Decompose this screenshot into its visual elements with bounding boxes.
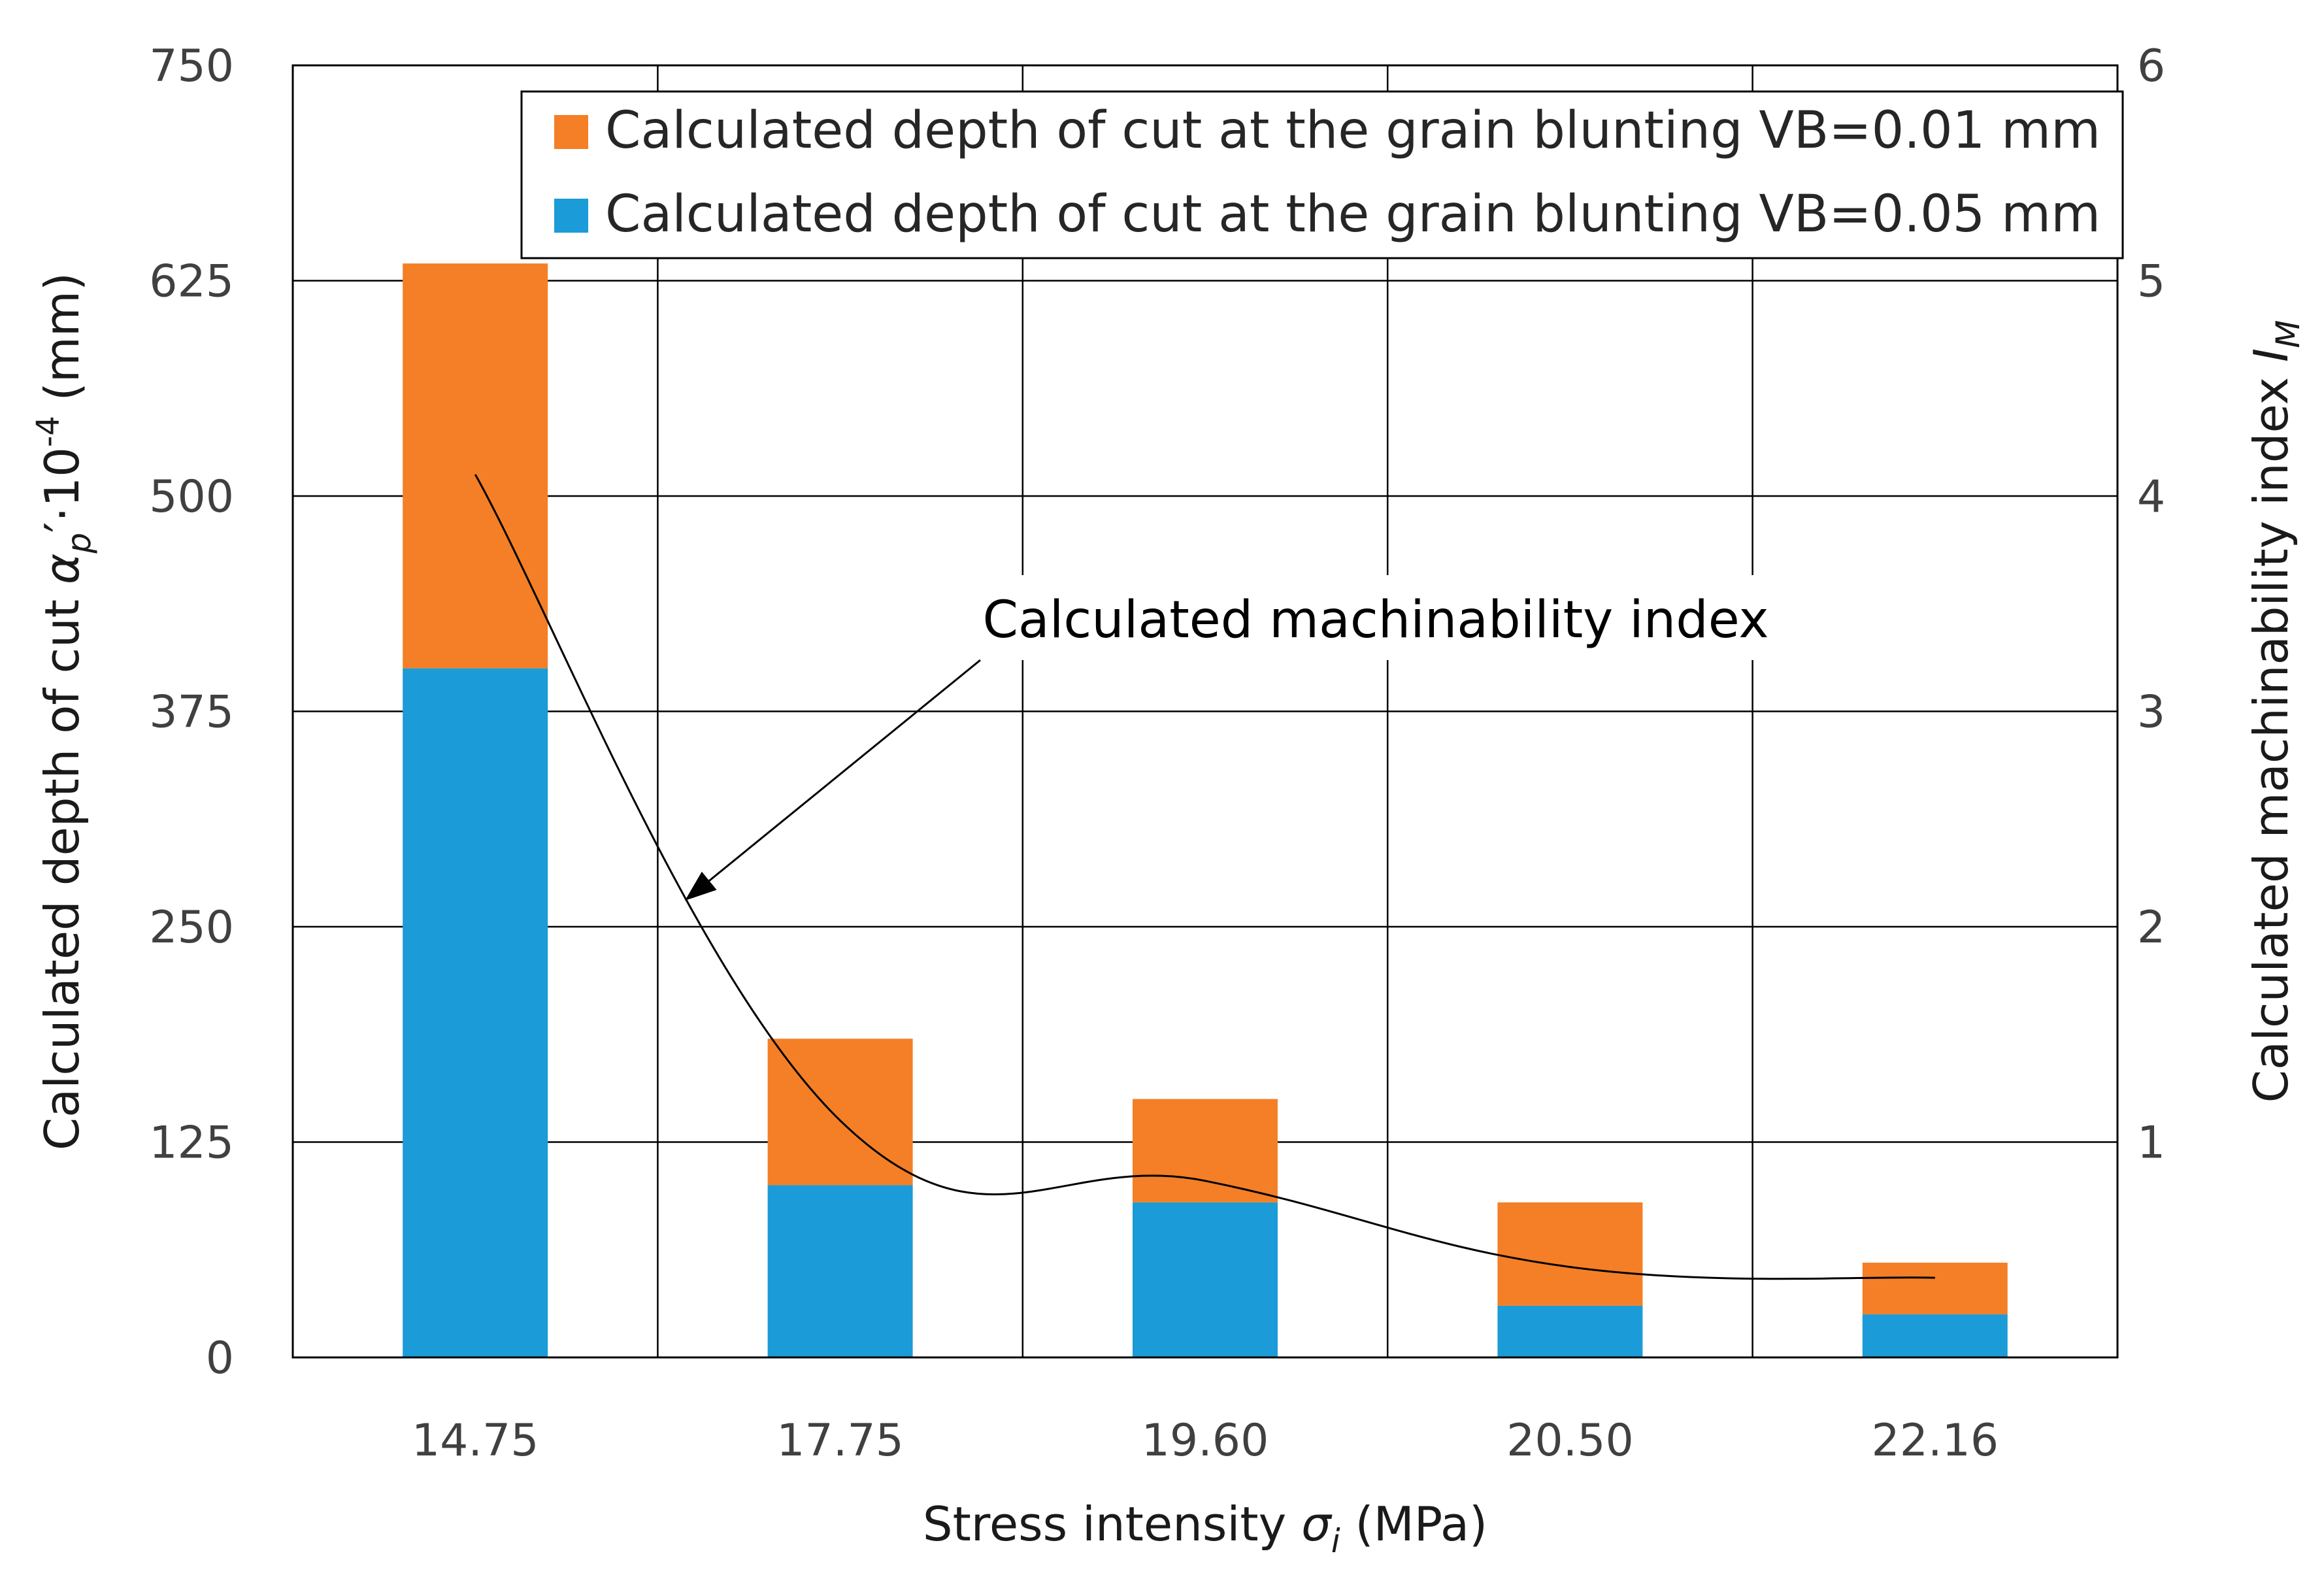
y2-tick-label-4: 5	[2137, 256, 2165, 308]
annotation-arrowhead	[685, 871, 717, 901]
y2-tick-label-1: 2	[2137, 902, 2165, 954]
y2-tick-label-0: 1	[2137, 1118, 2165, 1169]
plot-frame	[291, 64, 2119, 1359]
legend: Calculated depth of cut at the grain blu…	[520, 90, 2124, 259]
y-tick-label-3: 375	[149, 687, 234, 739]
y-tick-label-1: 125	[149, 1118, 234, 1169]
bar-vb005-0	[403, 668, 548, 1357]
x-axis-title: Stress intensity σi (MPa)	[923, 1497, 1487, 1560]
y-tick-label-6: 750	[149, 41, 234, 92]
bar-vb001-2	[1133, 1099, 1278, 1203]
bars	[403, 263, 2008, 1357]
y-axis-left: 0 125 250 375 500 625 750	[149, 41, 234, 1384]
bar-vb005-1	[767, 1185, 913, 1357]
bar-vb001-4	[1862, 1263, 2008, 1315]
x-tick-label-4: 22.16	[1871, 1415, 1999, 1467]
y2-axis-title: Calculated machinability index IM	[2244, 320, 2307, 1103]
x-tick-label-1: 17.75	[776, 1415, 904, 1467]
x-tick-label-2: 19.60	[1142, 1415, 1269, 1467]
legend-label-0: Calculated depth of cut at the grain blu…	[605, 101, 2100, 160]
y2-tick-label-2: 3	[2137, 687, 2165, 739]
bar-vb001-3	[1497, 1202, 1643, 1306]
y-tick-label-0: 0	[206, 1333, 234, 1384]
y-tick-label-2: 250	[149, 902, 234, 954]
annotation-label: Calculated machinability index	[982, 591, 1768, 650]
machinability-line	[474, 474, 1935, 1280]
y-tick-label-4: 500	[149, 471, 234, 523]
legend-swatch-0	[554, 115, 588, 149]
bar-vb001-0	[403, 263, 548, 669]
machinability-line-layer	[474, 474, 1935, 1280]
x-tick-label-0: 14.75	[412, 1415, 539, 1467]
bar-vb005-2	[1133, 1202, 1278, 1357]
y-axis-right: 1 2 3 4 5 6	[2137, 41, 2165, 1169]
y2-tick-label-5: 6	[2137, 41, 2165, 92]
y2-tick-label-3: 4	[2137, 471, 2165, 523]
x-axis: 14.75 17.75 19.60 20.50 22.16	[412, 1415, 1999, 1467]
legend-box	[520, 90, 2124, 259]
legend-label-1: Calculated depth of cut at the grain blu…	[605, 185, 2100, 244]
legend-swatch-1	[554, 199, 588, 233]
bar-vb005-3	[1497, 1305, 1643, 1357]
annotation: Calculated machinability index	[685, 575, 1797, 901]
annotation-background	[967, 575, 1797, 660]
y-tick-label-5: 625	[149, 256, 234, 308]
x-tick-label-3: 20.50	[1506, 1415, 1634, 1467]
y-axis-title: Calculated depth of cut αp′·10-4 (mm)	[30, 273, 98, 1150]
annotation-arrow	[699, 659, 981, 890]
bar-vb001-1	[767, 1038, 913, 1186]
bar-vb005-4	[1862, 1314, 2008, 1357]
